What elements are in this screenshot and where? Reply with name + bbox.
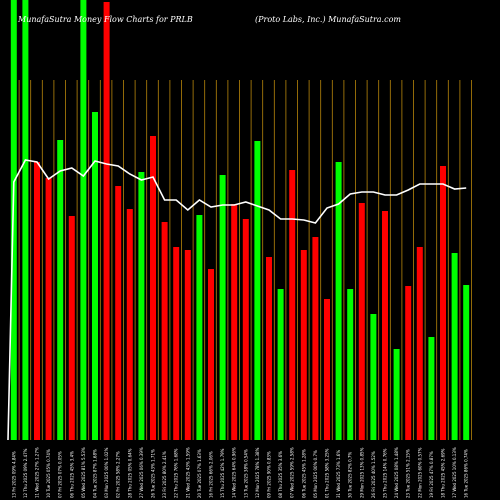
x-tick-label: 11 Wed 2025 27% 1.27% [35,447,40,498]
x-tick-label: 28 Thu 2025 05% 0.64% [127,448,132,498]
x-tick-label: 26 Fri 2025 40% 1.52% [371,451,376,498]
bar-up [463,285,470,440]
bar-down [300,250,307,440]
x-tick-label: 25 Thu 2025 14% 0.76% [383,448,388,498]
x-tick-label: 15 Thu 2025 42% 1.79% [220,448,225,498]
bar-down [416,247,423,440]
x-tick-label: 22 Mon 2025 60% 0.57% [417,447,422,498]
bar-down [45,178,52,440]
bar-down [358,203,365,440]
bar-down [382,211,388,440]
bar-up [393,349,400,440]
x-tick-label: 04 Tue 2025 87% 1.68% [93,449,98,498]
x-tick-label: 23 Fri 2025 80% 2.41% [162,451,167,498]
bar-down [312,237,319,440]
x-tick-label: 06 Tue 2025 45% 1.28% [301,449,306,498]
bar-up [92,112,98,440]
x-tick-label: 14 Wed 2025 64% 0.96% [232,447,237,498]
x-tick-label: 27 Wed 2025 06% 0.39% [139,447,144,498]
x-tick-label: 09 Fri 2025 90% 0.83% [267,451,272,498]
x-tick-labels: 13 Fri 2025 09% 4.84% 12 Thu 2025 09% 2.4… [11,447,468,498]
bar-up [196,215,203,440]
x-tick-label: 16 Tue 2025 86% 0.74% [464,449,469,498]
bar-down [150,136,156,440]
x-tick-label: 01 Thu 2025 58% 3.25% [325,448,330,498]
bar-up [80,0,87,440]
bar-up [138,172,145,440]
vertical-gridlines [18,80,472,440]
bar-down [103,2,110,440]
bar-down [173,247,180,440]
bar-up [219,175,226,440]
x-tick-label: 17 Wed 2025 10% 0.13% [452,447,457,498]
bar-up [451,253,458,440]
x-tick-label: 19 Fri 2025 47% 0.87% [429,451,434,498]
bar-down [68,216,75,440]
bar-down [208,269,214,440]
bar-up [347,289,354,440]
x-tick-label: 13 Tue 2025 38% 0.54% [243,449,248,498]
x-tick-label: 07 Fri 2025 07% 0.05% [58,451,63,498]
bar-down [115,186,122,440]
bar-up [370,314,377,440]
x-tick-label: 22 Thu 2025 76% 1.68% [174,448,179,498]
x-tick-label: 24 Wed 2025 08% 1.48% [394,447,399,498]
x-tick-label: 20 Tue 2025 07% 1.63% [197,449,202,498]
money-flow-bars [10,0,470,440]
x-tick-label: 10 Tue 2025 05% 0.74% [46,449,51,498]
chart-title: MunafaSutra Money Flow Charts for PRLB [17,15,193,24]
bar-down [161,222,168,440]
x-tick-label: 12 Thu 2025 09% 2.47% [23,448,28,498]
x-tick-label: 21 Wed 2025 43% 1.59% [185,447,190,498]
x-tick-label: 13 Fri 2025 09% 4.84% [11,451,16,498]
x-tick-label: 18 Thu 2025 45% 2.69% [441,448,446,498]
x-tick-label: 06 Thu 2025 45% 3.4% [69,451,74,498]
chart-subtitle: (Proto Labs, Inc.) MunafaSutra.com [255,15,401,24]
x-tick-label: 23 Tue 2025 51% 2.15% [406,449,411,498]
bar-up [57,140,64,440]
bar-down [324,299,330,440]
x-tick-label: 12 Mon 2025 78% 1.38% [255,447,260,498]
bar-down [242,219,249,440]
x-tick-label: 31 Wed 2025 73% 1.6% [336,450,341,498]
x-tick-label: 16 Fri 2025 66% 2.06% [209,451,214,498]
bar-up [428,337,435,440]
bar-down [34,162,40,440]
bar-down [405,286,412,440]
x-tick-label: 30 Tue 2025 82% 0.7% [348,452,353,498]
bar-down [126,209,133,440]
x-tick-label: 05 Wed 2025 81% 5.53% [81,447,86,498]
x-tick-label: 26 Tue 2025 43% 1.71% [151,449,156,498]
bar-down [266,257,272,440]
bar-up [335,162,342,440]
bar-down [440,166,446,440]
x-tick-label: 08 Thu 2025 35% 3.6% [278,451,283,498]
bar-up [22,0,29,440]
x-tick-label: 02 Fri 2025 58% 2.27% [116,451,121,498]
bar-up [277,289,284,440]
bar-down [231,204,238,440]
bar-down [184,250,191,440]
money-flow-line [7,159,467,441]
x-tick-label: 05 Mon 2025 00% 0.7% [313,450,318,498]
x-tick-label: 29 Mon 2025 13% 0.85% [359,447,364,498]
x-tick-label: 07 Wed 2025 59% 2.58% [290,447,295,498]
bar-up [254,141,261,440]
bar-down [289,170,296,440]
bar-up [10,0,17,440]
x-tick-label: 03 Mon 2025 00% 1.02% [104,447,109,498]
